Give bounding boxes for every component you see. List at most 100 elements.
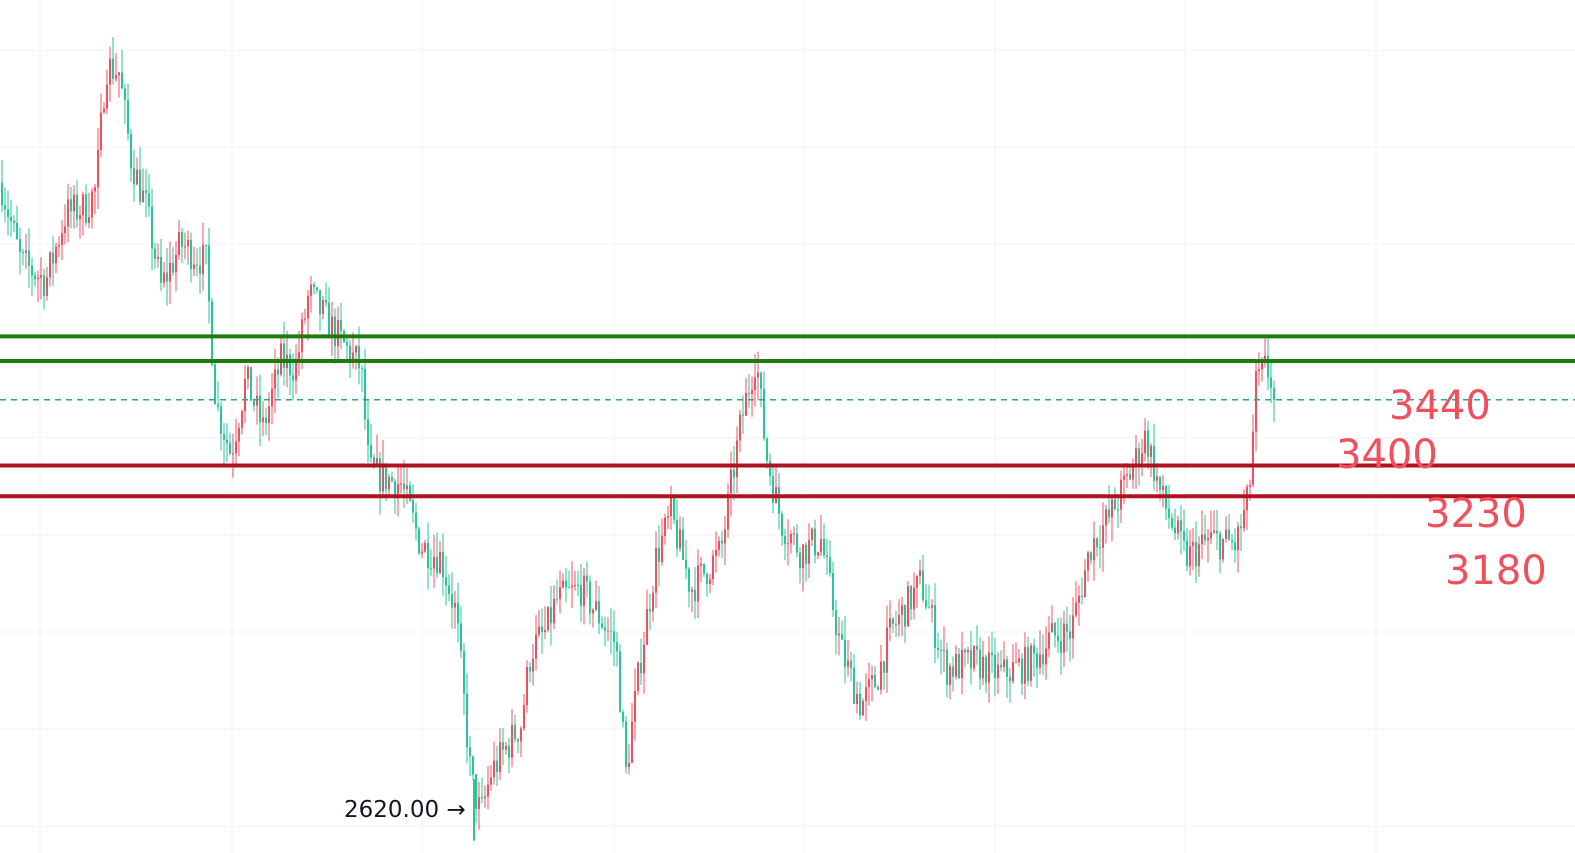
candle-body bbox=[1018, 658, 1020, 663]
candle-body bbox=[436, 557, 438, 574]
candle-body bbox=[340, 320, 342, 332]
candle-body bbox=[796, 533, 798, 553]
candle-body bbox=[13, 221, 15, 223]
candle-body bbox=[1255, 371, 1257, 432]
candle-body bbox=[514, 724, 516, 740]
candle-body bbox=[1093, 538, 1095, 561]
candle-body bbox=[154, 248, 156, 259]
candle-body bbox=[880, 661, 882, 690]
candle-body bbox=[193, 264, 195, 270]
candle-body bbox=[1225, 529, 1227, 539]
candle-body bbox=[823, 538, 825, 556]
candle-body bbox=[139, 169, 141, 202]
candle-body bbox=[31, 265, 33, 276]
candle-body bbox=[10, 216, 12, 222]
candle-body bbox=[34, 275, 36, 280]
candle-body bbox=[1009, 676, 1011, 682]
candle-body bbox=[748, 392, 750, 394]
candle-body bbox=[28, 250, 30, 266]
candle-body bbox=[487, 784, 489, 797]
candle-body bbox=[727, 493, 729, 530]
candle-body bbox=[724, 529, 726, 544]
candle-body bbox=[1021, 658, 1023, 684]
candle-body bbox=[1177, 520, 1179, 534]
candle-body bbox=[175, 255, 177, 273]
candle-body bbox=[967, 650, 969, 653]
candle-body bbox=[889, 618, 891, 628]
candle-body bbox=[1231, 540, 1233, 543]
candle-body bbox=[1039, 654, 1041, 668]
candle-body bbox=[520, 728, 522, 742]
candle-body bbox=[55, 246, 57, 264]
candle-body bbox=[784, 535, 786, 544]
candle-body bbox=[640, 662, 642, 674]
candle-body bbox=[619, 651, 621, 713]
candle-body bbox=[490, 777, 492, 785]
candle-body bbox=[604, 627, 606, 631]
candle-body bbox=[235, 441, 237, 454]
candle-body bbox=[1186, 540, 1188, 567]
candle-body bbox=[1216, 530, 1218, 534]
candle-body bbox=[475, 774, 477, 809]
candle-body bbox=[838, 633, 840, 636]
candle-body bbox=[544, 629, 546, 632]
candle-body bbox=[349, 345, 351, 363]
candle-body bbox=[367, 419, 369, 446]
candle-body bbox=[1261, 360, 1263, 370]
candle-body bbox=[262, 417, 264, 423]
low-price-marker: 2620.00 → bbox=[344, 799, 466, 822]
candle-body bbox=[481, 797, 483, 799]
candle-body bbox=[307, 295, 309, 319]
candle-body bbox=[418, 528, 420, 554]
candle-body bbox=[136, 169, 138, 185]
candle-body bbox=[253, 400, 255, 406]
candle-body bbox=[649, 609, 651, 612]
candle-body bbox=[229, 442, 231, 454]
candle-body bbox=[361, 368, 363, 370]
candle-body bbox=[358, 346, 360, 369]
candle-body bbox=[703, 563, 705, 574]
candle-body bbox=[121, 72, 123, 89]
candle-body bbox=[1207, 538, 1209, 541]
level-label-3230: 3230 bbox=[1425, 491, 1527, 537]
candle-body bbox=[886, 627, 888, 673]
candle-body bbox=[388, 477, 390, 490]
candle-body bbox=[244, 378, 246, 412]
candle-body bbox=[628, 762, 630, 767]
candle-body bbox=[445, 577, 447, 586]
candle-body bbox=[1045, 648, 1047, 665]
candle-body bbox=[67, 199, 69, 227]
candle-body bbox=[133, 168, 135, 185]
candle-body bbox=[1162, 486, 1164, 490]
candle-body bbox=[142, 190, 144, 202]
candle-body bbox=[37, 277, 39, 280]
candle-body bbox=[1201, 534, 1203, 545]
candle-body bbox=[214, 364, 216, 405]
candle-body bbox=[250, 367, 252, 401]
candle-body bbox=[943, 649, 945, 651]
candle-body bbox=[547, 607, 549, 630]
candle-body bbox=[346, 342, 348, 346]
candle-body bbox=[1246, 486, 1248, 511]
low-price-value: 2620.00 bbox=[344, 797, 440, 823]
candle-body bbox=[505, 745, 507, 750]
candle-body bbox=[109, 58, 111, 85]
candle-body bbox=[265, 417, 267, 423]
candle-body bbox=[397, 484, 399, 499]
candle-body bbox=[112, 58, 114, 79]
candle-body bbox=[559, 587, 561, 600]
level-label-3400: 3400 bbox=[1336, 432, 1438, 478]
candle-body bbox=[1000, 664, 1002, 668]
candle-body bbox=[847, 660, 849, 667]
candle-body bbox=[1024, 646, 1026, 684]
candle-body bbox=[940, 649, 942, 651]
candle-body bbox=[919, 570, 921, 577]
candlestick-series bbox=[1, 37, 1275, 841]
candle-body bbox=[1210, 532, 1212, 539]
candle-body bbox=[598, 601, 600, 624]
candle-body bbox=[631, 721, 633, 763]
candle-body bbox=[1099, 547, 1101, 549]
candle-body bbox=[1102, 525, 1104, 548]
candle-body bbox=[406, 485, 408, 490]
candle-body bbox=[1066, 623, 1068, 632]
